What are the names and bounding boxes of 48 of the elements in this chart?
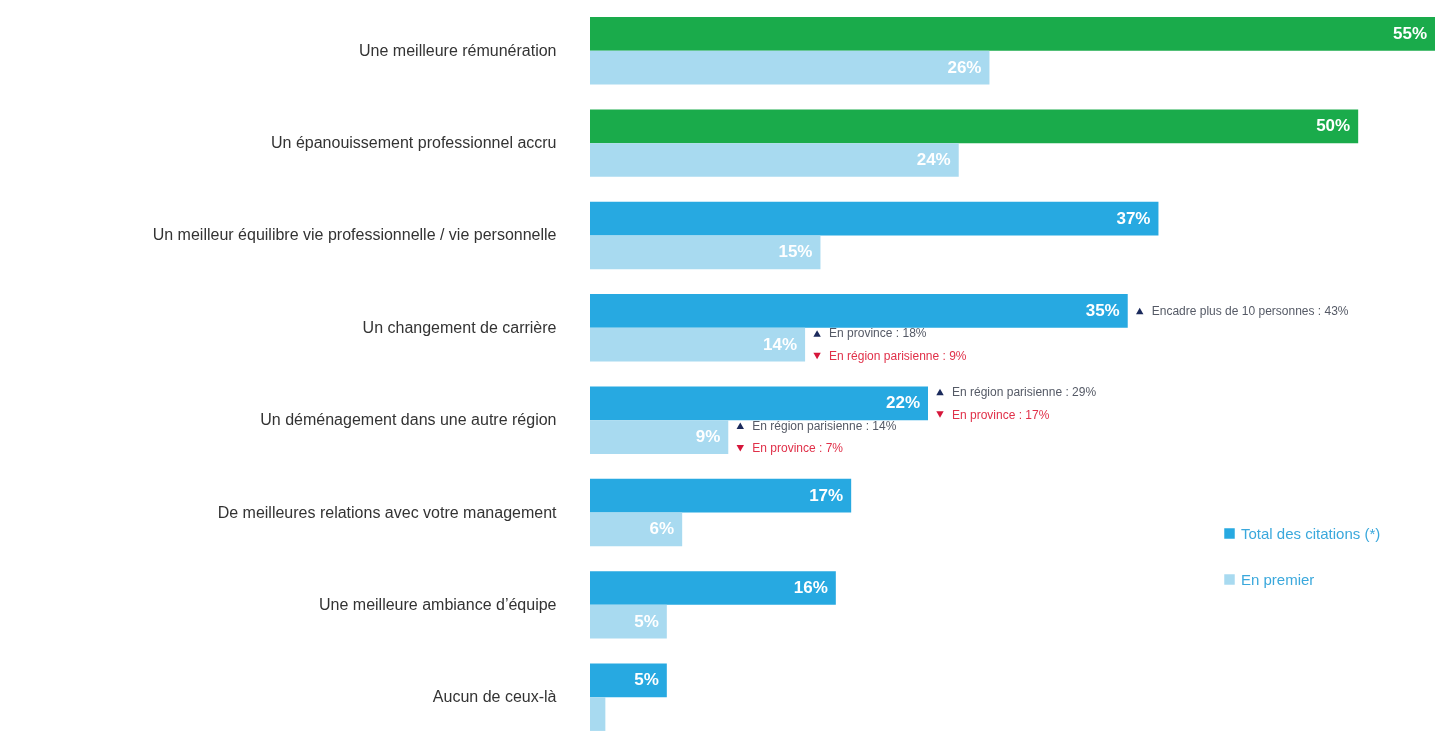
bar (590, 420, 729, 454)
data-label: 26% (947, 57, 982, 77)
y-tick-label: Un épanouissement professionnel accru (271, 134, 557, 152)
bar (590, 50, 990, 85)
bar (590, 109, 1359, 144)
annotation: En province : 17% (952, 407, 1050, 422)
bar (590, 235, 821, 270)
data-label: 50% (1316, 116, 1351, 136)
bar (590, 143, 959, 177)
bar (590, 512, 683, 547)
y-tick-label: Un changement de carrière (362, 318, 557, 336)
data-label: 15% (778, 242, 813, 262)
annotation: En province : 18% (829, 326, 927, 341)
bar (590, 327, 806, 362)
bar (590, 663, 667, 698)
annotation: En région parisienne : 9% (829, 348, 967, 363)
annotation: En région parisienne : 29% (952, 385, 1097, 400)
annotation: En région parisienne : 14% (752, 418, 897, 433)
data-label: 5% (634, 611, 659, 631)
y-tick-label: Un déménagement dans une autre région (260, 411, 557, 429)
y-tick-label: Un meilleur équilibre vie professionnelle / vie personnelle (152, 226, 557, 244)
y-tick-label: Une meilleure rémunération (359, 41, 557, 59)
data-label: 6% (649, 519, 675, 539)
legend-label: En premier (1241, 570, 1315, 588)
data-label: 55% (1392, 23, 1427, 43)
data-label: 5% (634, 670, 659, 690)
data-label: 24% (916, 149, 951, 169)
bar (590, 17, 1435, 51)
data-label: 14% (763, 334, 798, 354)
bar (590, 201, 1159, 236)
data-label: 35% (1085, 300, 1120, 320)
data-label: 17% (809, 485, 844, 505)
y-tick-label: Une meilleure ambiance d’équipe (319, 595, 557, 613)
data-label: 9% (695, 427, 721, 447)
bar (590, 294, 1128, 328)
bar (590, 604, 667, 639)
data-label: 16% (793, 578, 828, 598)
legend-label: Total des citations (*) (1241, 524, 1381, 542)
bar (590, 478, 852, 513)
bar (590, 697, 606, 731)
y-tick-label: Aucun de ceux-là (432, 688, 557, 706)
data-label: 37% (1116, 208, 1151, 228)
data-label: 22% (885, 393, 920, 413)
annotation: En province : 7% (752, 441, 844, 456)
bar (590, 571, 836, 605)
y-tick-label: De meilleures relations avec votre management (217, 503, 558, 521)
bar (590, 386, 928, 421)
annotation: Encadre plus de 10 personnes : 43% (1151, 303, 1349, 318)
